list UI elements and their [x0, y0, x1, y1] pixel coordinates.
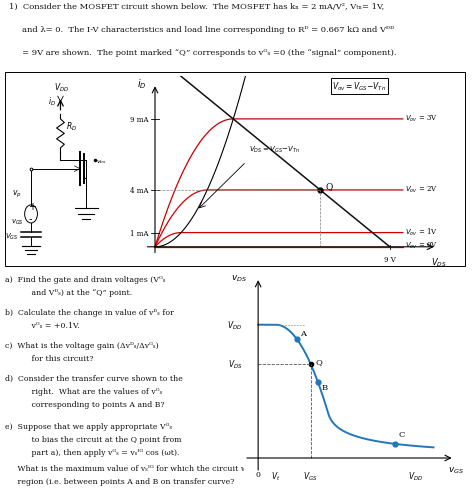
Text: Q: Q: [326, 182, 333, 190]
Text: c)  What is the voltage gain (Δvᴰₛ/Δvᴳₛ): c) What is the voltage gain (Δvᴰₛ/Δvᴳₛ): [5, 341, 158, 349]
Text: 1 mA: 1 mA: [130, 229, 148, 237]
Text: $V_{DD}$: $V_{DD}$: [227, 319, 242, 331]
Text: 9 mA: 9 mA: [130, 116, 148, 123]
Text: $v_{GS}$: $v_{GS}$: [10, 218, 23, 227]
Text: $V_{DS}$: $V_{DS}$: [228, 358, 242, 371]
Text: $i_D$: $i_D$: [137, 77, 146, 91]
Text: $V_{ov}$ = 2V: $V_{ov}$ = 2V: [405, 185, 438, 195]
Text: 4 mA: 4 mA: [130, 186, 148, 195]
Text: +: +: [28, 202, 36, 212]
Text: and λ= 0.  The I-V characteristics and load line corresponding to Rᴰ = 0.667 kΩ : and λ= 0. The I-V characteristics and lo…: [9, 26, 395, 34]
Text: $v_{DS}$: $v_{DS}$: [231, 272, 247, 283]
Text: 1)  Consider the MOSFET circuit shown below.  The MOSFET has kₙ = 2 mA/V², Vₜₙ= : 1) Consider the MOSFET circuit shown bel…: [9, 2, 384, 10]
Text: $V_{DD}$: $V_{DD}$: [54, 82, 69, 94]
Text: right.  What are the values of vᴳₛ: right. What are the values of vᴳₛ: [19, 387, 162, 395]
Text: b)  Calculate the change in value of vᴰₛ for: b) Calculate the change in value of vᴰₛ …: [5, 308, 173, 316]
Text: region (i.e. between points A and B on transfer curve?: region (i.e. between points A and B on t…: [5, 477, 234, 485]
Text: for this circuit?: for this circuit?: [19, 354, 93, 362]
Text: A: A: [300, 329, 306, 337]
Text: C: C: [399, 430, 405, 439]
Text: $i_D$: $i_D$: [48, 95, 55, 108]
Text: $V_{GS}$: $V_{GS}$: [303, 470, 318, 482]
Text: 0: 0: [255, 470, 261, 478]
Text: $V_t$: $V_t$: [271, 470, 281, 482]
Text: a)  Find the gate and drain voltages (Vᴳₛ: a) Find the gate and drain voltages (Vᴳₛ: [5, 275, 165, 283]
Text: $V_{DD}$: $V_{DD}$: [408, 470, 424, 482]
Text: $v_{bs}$: $v_{bs}$: [96, 158, 107, 166]
Text: vᴳₛ = +0.1V.: vᴳₛ = +0.1V.: [19, 321, 80, 329]
Text: = 9V are shown.  The point marked “Q” corresponds to vᴳₛ =0 (the “signal” compon: = 9V are shown. The point marked “Q” cor…: [9, 49, 397, 57]
Text: $V_{GS}$: $V_{GS}$: [6, 231, 19, 241]
Text: e)  Suppose that we apply appropriate Vᴳₛ: e) Suppose that we apply appropriate Vᴳₛ: [5, 422, 172, 430]
Text: 9 V: 9 V: [384, 256, 396, 264]
Text: $V_{DS}$: $V_{DS}$: [431, 256, 447, 268]
Text: to bias the circuit at the Q point from: to bias the circuit at the Q point from: [19, 435, 182, 443]
Text: -: -: [28, 214, 32, 224]
Text: $V_{ov}$ = 1V: $V_{ov}$ = 1V: [405, 227, 438, 238]
Text: Q: Q: [315, 357, 322, 365]
Text: $V_{DS}$$= V_{GS}$$-V_{Tn}$: $V_{DS}$$= V_{GS}$$-V_{Tn}$: [249, 145, 300, 155]
Text: $V_{ov} = V_{GS}$$-V_{Tn}$: $V_{ov} = V_{GS}$$-V_{Tn}$: [332, 81, 387, 93]
Text: part a), then apply vᴳₛ = vₛᴵᴳ cos (ωt).: part a), then apply vᴳₛ = vₛᴵᴳ cos (ωt).: [19, 448, 180, 456]
Text: $V_{ov}$ = 0V: $V_{ov}$ = 0V: [405, 241, 438, 251]
Text: $R_D$: $R_D$: [65, 121, 77, 133]
Text: d)  Consider the transfer curve shown to the: d) Consider the transfer curve shown to …: [5, 374, 182, 382]
Text: corresponding to points A and B?: corresponding to points A and B?: [19, 400, 164, 408]
Text: and Vᴰₛ) at the “Q” point.: and Vᴰₛ) at the “Q” point.: [19, 288, 132, 296]
Text: What is the maximum value of vₛᴵᴳ for which the circuit will remain in the “high: What is the maximum value of vₛᴵᴳ for wh…: [5, 464, 360, 472]
Text: $V_{ov}$ = 3V: $V_{ov}$ = 3V: [405, 113, 438, 123]
Text: $v_p$: $v_p$: [12, 188, 21, 199]
FancyBboxPatch shape: [5, 73, 465, 266]
Text: $v_{GS}$: $v_{GS}$: [448, 465, 465, 475]
Text: B: B: [321, 384, 328, 391]
